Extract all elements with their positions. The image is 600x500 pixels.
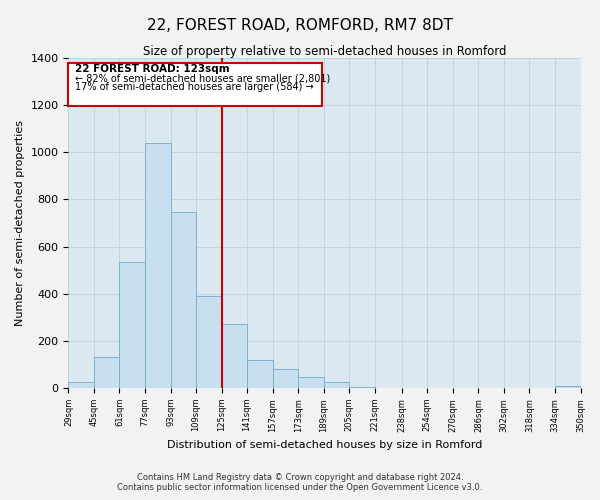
Bar bbox=[68, 382, 94, 388]
Bar bbox=[555, 386, 580, 388]
Bar bbox=[170, 212, 196, 388]
Text: 22 FOREST ROAD: 123sqm: 22 FOREST ROAD: 123sqm bbox=[75, 64, 229, 74]
Title: Size of property relative to semi-detached houses in Romford: Size of property relative to semi-detach… bbox=[143, 45, 506, 58]
Bar bbox=[247, 360, 272, 388]
Bar bbox=[119, 262, 145, 388]
Bar bbox=[349, 387, 375, 388]
Text: 22, FOREST ROAD, ROMFORD, RM7 8DT: 22, FOREST ROAD, ROMFORD, RM7 8DT bbox=[147, 18, 453, 32]
Bar bbox=[221, 324, 247, 388]
Bar bbox=[323, 382, 349, 388]
Bar bbox=[298, 378, 323, 388]
Bar bbox=[196, 296, 221, 388]
Bar bbox=[272, 368, 298, 388]
Bar bbox=[94, 358, 119, 388]
Bar bbox=[145, 143, 170, 388]
X-axis label: Distribution of semi-detached houses by size in Romford: Distribution of semi-detached houses by … bbox=[167, 440, 482, 450]
Text: Contains HM Land Registry data © Crown copyright and database right 2024.
Contai: Contains HM Land Registry data © Crown c… bbox=[118, 473, 482, 492]
Y-axis label: Number of semi-detached properties: Number of semi-detached properties bbox=[15, 120, 25, 326]
Text: 17% of semi-detached houses are larger (584) →: 17% of semi-detached houses are larger (… bbox=[75, 82, 313, 92]
Text: ← 82% of semi-detached houses are smaller (2,801): ← 82% of semi-detached houses are smalle… bbox=[75, 74, 330, 84]
FancyBboxPatch shape bbox=[68, 62, 322, 106]
